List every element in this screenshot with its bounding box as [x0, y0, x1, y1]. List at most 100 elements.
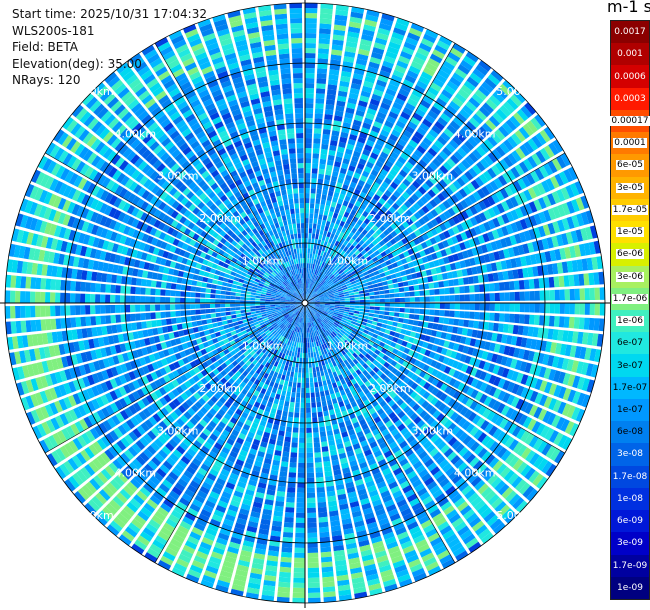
ppi-gate-cell — [335, 265, 340, 271]
ppi-gate-cell — [344, 293, 350, 297]
ppi-gate-cell — [455, 233, 464, 243]
ppi-gate-cell — [508, 281, 515, 291]
ppi-gate-cell — [317, 53, 329, 60]
ppi-gate-cell — [463, 277, 469, 285]
ppi-gate-cell — [515, 220, 523, 232]
ppi-gate-cell — [354, 223, 360, 230]
ppi-gate-cell — [386, 173, 395, 181]
ppi-gate-cell — [496, 215, 505, 226]
ppi-gate-cell — [542, 410, 552, 424]
ppi-gate-cell — [342, 200, 349, 207]
ppi-gate-cell — [307, 258, 310, 264]
ppi-gate-cell — [305, 3, 318, 9]
ppi-gate-cell — [395, 120, 406, 129]
ppi-ray — [305, 139, 564, 303]
ppi-gate-cell — [329, 296, 335, 299]
ppi-gate-cell — [394, 332, 401, 338]
ppi-gate-cell — [324, 470, 333, 477]
ppi-gate-cell — [320, 267, 325, 273]
ppi-gate-cell — [284, 401, 290, 407]
ppi-gate-cell — [322, 281, 328, 287]
ppi-gate-cell — [327, 154, 335, 161]
ppi-gate-cell — [307, 582, 320, 588]
ppi-gate-cell — [464, 337, 472, 346]
ppi-gate-cell — [314, 297, 320, 300]
ppi-gate-cell — [333, 166, 340, 173]
ppi-gate-cell — [281, 390, 287, 396]
ppi-gate-cell — [408, 337, 415, 344]
ppi-gate-cell — [308, 289, 311, 294]
ppi-gate-cell — [319, 306, 325, 308]
ppi-gate-cell — [439, 295, 445, 302]
ppi-gate-cell — [418, 75, 431, 86]
ppi-gate-cell — [454, 294, 460, 302]
ppi-gate-cell — [568, 316, 575, 329]
ppi-gate-cell — [378, 106, 389, 115]
ppi-gate-cell — [459, 108, 471, 120]
ppi-gate-cell — [351, 247, 358, 253]
ppi-gate-cell — [331, 316, 337, 321]
ppi-gate-cell — [331, 276, 336, 281]
ppi-gate-cell — [449, 100, 461, 111]
ppi-gate-cell — [332, 212, 339, 219]
ppi-gate-cell — [398, 287, 405, 293]
ppi-gate-cell — [307, 532, 318, 538]
ppi-gate-cell — [374, 37, 388, 46]
ppi-gate-cell — [375, 177, 383, 185]
ppi-gate-cell — [499, 303, 505, 312]
ppi-gate-cell — [418, 159, 428, 168]
ppi-gate-cell — [430, 105, 442, 116]
ppi-gate-cell — [331, 130, 340, 137]
ppi-gate-cell — [280, 461, 289, 468]
ppi-gate-cell — [588, 241, 596, 255]
ppi-gate-cell — [286, 497, 295, 503]
ppi-gate-cell — [372, 256, 379, 263]
ppi-gate-cell — [435, 182, 444, 192]
ppi-gate-cell — [365, 232, 372, 239]
ppi-gate-cell — [452, 343, 460, 351]
ppi-gate-cell — [566, 200, 576, 214]
ppi-gate-cell — [311, 291, 315, 296]
ppi-gate-cell — [355, 167, 363, 175]
ppi-gate-cell — [432, 172, 442, 182]
ppi-gate-cell — [547, 222, 556, 235]
ppi-gate-cell — [297, 347, 301, 353]
ppi-gate-cell — [279, 566, 292, 573]
ppi-gate-cell — [542, 328, 549, 339]
ppi-gate-cell — [507, 247, 515, 258]
ppi-gate-cell — [432, 244, 440, 252]
ppi-gate-cell — [334, 297, 340, 300]
ppi-gate-cell — [363, 289, 370, 293]
ppi-gate-cell — [427, 147, 438, 157]
ppi-gate-cell — [428, 282, 435, 289]
ppi-gate-cell — [363, 80, 374, 89]
ppi-gate-cell — [564, 344, 572, 357]
ppi-gate-cell — [459, 242, 467, 251]
ppi-gate-cell — [312, 163, 319, 169]
ppi-gate-cell — [308, 295, 312, 300]
ppi-gate-cell — [554, 248, 562, 261]
ppi-gate-cell — [373, 89, 384, 97]
ppi-gate-cell — [324, 297, 330, 300]
ppi-gate-cell — [349, 323, 356, 328]
ppi-gate-cell — [527, 155, 538, 169]
ppi-gate-cell — [330, 255, 335, 261]
ppi-gate-cell — [447, 228, 455, 237]
ppi-gate-cell — [439, 288, 445, 295]
ppi-gate-cell — [327, 271, 332, 277]
ppi-gate-cell — [506, 381, 516, 393]
ppi-gate-cell — [414, 84, 426, 94]
ppi-gate-cell — [500, 238, 508, 248]
ppi-gate-cell — [584, 347, 592, 361]
ppi-gate-cell — [478, 321, 484, 330]
ppi-gate-cell — [313, 259, 317, 265]
ppi-gate-cell — [307, 552, 319, 558]
ppi-gate-cell — [438, 258, 445, 266]
ppi-gate-cell — [324, 225, 329, 232]
ppi-gate-cell — [319, 306, 325, 309]
ppi-gate-cell — [354, 325, 360, 330]
ppi-gate-cell — [305, 93, 314, 99]
ppi-gate-cell — [449, 245, 457, 254]
ppi-gate-cell — [349, 197, 357, 205]
ppi-gate-cell — [314, 113, 323, 119]
